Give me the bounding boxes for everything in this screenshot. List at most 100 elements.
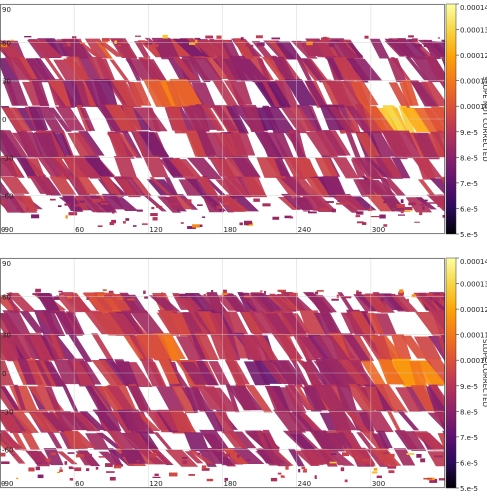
swath-strip bbox=[135, 334, 172, 361]
swath-strip bbox=[29, 335, 53, 360]
polar-speckle bbox=[373, 468, 378, 471]
polar-speckle bbox=[45, 458, 51, 462]
polar-speckle bbox=[277, 289, 286, 292]
swath-strip bbox=[355, 132, 381, 157]
swath-strip bbox=[0, 180, 11, 196]
swath-strip bbox=[400, 107, 430, 133]
swath-strip bbox=[411, 56, 442, 83]
polar-speckle bbox=[224, 477, 228, 481]
swath-layer bbox=[0, 288, 445, 483]
polar-speckle bbox=[156, 205, 163, 208]
polar-speckle bbox=[437, 37, 441, 39]
swath-strip bbox=[199, 429, 231, 452]
polar-speckle bbox=[101, 38, 110, 42]
swath-strip bbox=[108, 431, 127, 451]
swath-strip bbox=[405, 56, 429, 81]
swath-strip bbox=[32, 175, 53, 196]
polar-speckle bbox=[315, 460, 321, 463]
swath-strip bbox=[36, 155, 60, 177]
polar-speckle bbox=[438, 478, 445, 481]
swath-strip bbox=[401, 80, 419, 106]
colorbar-tick-label: 0.00011 bbox=[460, 78, 487, 86]
polar-speckle bbox=[398, 291, 404, 296]
polar-speckle bbox=[152, 44, 159, 48]
swath-strip bbox=[49, 176, 77, 195]
swath-strip bbox=[440, 176, 445, 185]
polar-speckle bbox=[120, 453, 128, 457]
grid bbox=[0, 257, 445, 489]
polar-speckle bbox=[24, 36, 32, 38]
colorbar-tick-label: 0.00014 bbox=[460, 258, 487, 266]
polar-speckle bbox=[380, 298, 384, 302]
swath-strip bbox=[0, 177, 30, 194]
polar-speckle bbox=[302, 470, 307, 473]
swath-strip bbox=[237, 292, 258, 313]
swath-strip bbox=[261, 81, 281, 107]
swath-strip bbox=[43, 448, 64, 466]
polar-speckle bbox=[289, 292, 298, 297]
polar-speckle bbox=[367, 208, 373, 212]
swath-strip bbox=[18, 57, 36, 81]
polar-speckle bbox=[280, 475, 284, 478]
swath-strip bbox=[398, 105, 415, 133]
swath-strip bbox=[298, 336, 325, 359]
polar-speckle bbox=[69, 478, 74, 481]
polar-speckle bbox=[389, 205, 397, 209]
colorbar-tick-label: 9.e-5 bbox=[460, 129, 478, 137]
swath-strip bbox=[415, 432, 445, 451]
polar-speckle bbox=[271, 37, 281, 40]
swath-strip bbox=[142, 79, 173, 107]
polar-speckle bbox=[136, 460, 140, 462]
polar-speckle bbox=[31, 214, 40, 219]
polar-speckle bbox=[372, 471, 378, 474]
swath-strip bbox=[417, 179, 437, 197]
swath-strip bbox=[362, 294, 391, 313]
swath-strip bbox=[126, 58, 142, 82]
polar-speckle bbox=[68, 467, 75, 470]
polar-speckle bbox=[92, 198, 102, 203]
polar-speckle bbox=[355, 215, 361, 218]
swath-strip bbox=[226, 385, 263, 411]
swath-strip bbox=[53, 59, 80, 81]
colorbar-tick-label: 0.00013 bbox=[460, 281, 487, 289]
polar-speckle bbox=[202, 216, 206, 218]
colorbar-tick-label: 8.e-5 bbox=[460, 154, 478, 162]
colorbar-tick-label: 0.00012 bbox=[460, 306, 487, 314]
swath-strip bbox=[68, 156, 102, 178]
swath-strip bbox=[0, 157, 18, 177]
polar-speckle bbox=[111, 219, 117, 224]
polar-speckle bbox=[102, 289, 107, 291]
swath-strip bbox=[415, 312, 445, 336]
colorbar-tick-label: 0.00010 bbox=[460, 357, 487, 365]
swath-strip bbox=[284, 385, 307, 413]
swath-strip bbox=[0, 410, 22, 432]
polar-speckle bbox=[342, 296, 352, 299]
swath-strip bbox=[10, 409, 39, 433]
polar-speckle bbox=[109, 221, 115, 226]
polar-speckle bbox=[68, 212, 78, 216]
polar-speckle bbox=[50, 452, 56, 456]
polar-speckle bbox=[341, 452, 349, 457]
swath-strip bbox=[211, 105, 238, 131]
polar-speckle bbox=[122, 221, 126, 224]
swath-strip bbox=[411, 82, 440, 107]
swath-strip bbox=[228, 55, 257, 82]
swath-strip bbox=[164, 177, 179, 197]
swath-strip bbox=[413, 336, 442, 360]
swath-strip bbox=[96, 386, 127, 413]
swath-strip bbox=[224, 360, 250, 385]
swath-strip bbox=[41, 310, 66, 336]
polar-speckle bbox=[143, 290, 146, 294]
polar-speckle bbox=[314, 291, 319, 295]
y-tick-label: 90 bbox=[2, 6, 11, 14]
swath-strip bbox=[104, 104, 137, 131]
polar-speckle bbox=[444, 201, 445, 206]
swath-strip bbox=[248, 311, 278, 334]
swath-strip bbox=[171, 386, 197, 414]
polar-speckle bbox=[344, 479, 348, 483]
swath-strip bbox=[388, 82, 411, 108]
swath-strip bbox=[230, 81, 253, 105]
swath-strip bbox=[185, 130, 207, 157]
swath-strip bbox=[113, 156, 138, 180]
